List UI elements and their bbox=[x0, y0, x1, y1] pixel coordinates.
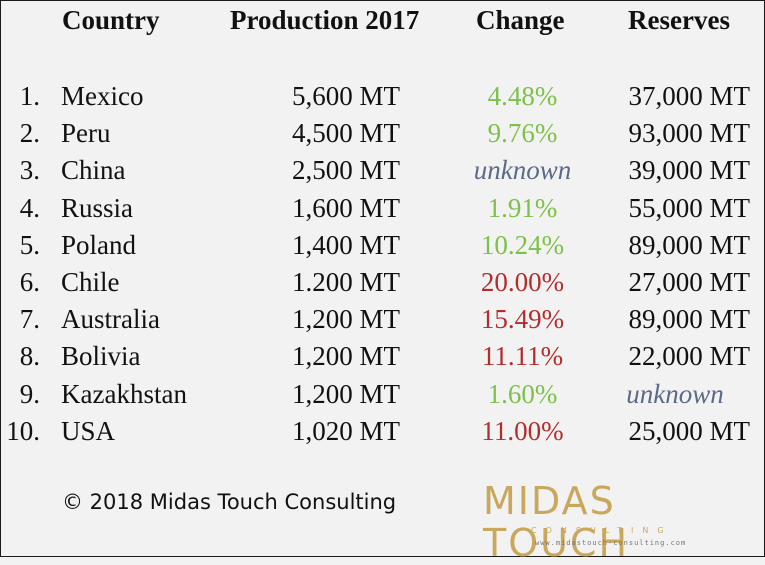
rank-cell: 1. bbox=[19, 81, 40, 111]
reserves-cell: 27,000 MT bbox=[628, 266, 751, 297]
change-cell: 4.48% bbox=[487, 81, 558, 111]
rank-cell: 7. bbox=[19, 304, 40, 335]
table-row: 1. Mexico 5,600 MT 4.48% 37,000 MT bbox=[0, 78, 765, 115]
country-cell: Kazakhstan bbox=[61, 378, 187, 409]
table-row: 3. China 2,500 MT unknown 39,000 MT bbox=[0, 152, 765, 189]
country-cell: Russia bbox=[61, 192, 134, 223]
reserves-cell: 39,000 MT bbox=[628, 155, 751, 186]
header-country: Country bbox=[62, 5, 160, 35]
rank-cell: 3. bbox=[19, 155, 40, 186]
rank-cell: 2. bbox=[19, 118, 40, 149]
reserves-cell: 89,000 MT bbox=[628, 304, 751, 335]
country-cell: Poland bbox=[61, 229, 137, 260]
table-row: 9. Kazakhstan 1,200 MT 1.60% unknown bbox=[0, 376, 765, 413]
table-row: 8. Bolivia 1,200 MT 11.11% 22,000 MT bbox=[0, 338, 765, 375]
country-cell: Australia bbox=[61, 304, 160, 335]
rank-cell: 10. bbox=[6, 415, 40, 446]
change-cell: 1.60% bbox=[487, 378, 558, 409]
rank-cell: 4. bbox=[19, 192, 40, 223]
reserves-cell: 37,000 MT bbox=[628, 81, 751, 111]
rank-cell: 6. bbox=[19, 266, 40, 297]
production-cell: 1,200 MT bbox=[292, 378, 400, 409]
country-cell: Peru bbox=[61, 118, 111, 149]
rank-cell: 8. bbox=[19, 341, 40, 372]
production-cell: 1,400 MT bbox=[292, 229, 400, 260]
reserves-cell: 93,000 MT bbox=[628, 118, 751, 149]
country-cell: USA bbox=[61, 415, 116, 446]
header-change: Change bbox=[476, 5, 565, 35]
production-cell: 5,600 MT bbox=[292, 81, 400, 111]
table-row: 10. USA 1,020 MT 11.00% 25,000 MT bbox=[0, 413, 765, 450]
production-cell: 1,200 MT bbox=[292, 304, 400, 335]
production-cell: 2,500 MT bbox=[292, 155, 400, 186]
rank-cell: 5. bbox=[19, 229, 40, 260]
change-cell: 11.00% bbox=[481, 415, 564, 446]
change-cell: 15.49% bbox=[480, 304, 565, 335]
change-cell: 11.11% bbox=[481, 341, 564, 372]
change-cell: 1.91% bbox=[487, 192, 558, 223]
change-cell: 20.00% bbox=[480, 266, 565, 297]
change-cell: unknown bbox=[473, 155, 572, 186]
country-cell: Bolivia bbox=[61, 341, 141, 372]
reserves-cell: 55,000 MT bbox=[628, 192, 751, 223]
change-cell: 9.76% bbox=[487, 118, 558, 149]
header-reserves: Reserves bbox=[628, 5, 730, 35]
reserves-cell: 22,000 MT bbox=[628, 341, 751, 372]
reserves-cell: unknown bbox=[626, 378, 724, 409]
country-cell: China bbox=[61, 155, 126, 186]
country-cell: Chile bbox=[61, 266, 120, 297]
production-cell: 1.200 MT bbox=[292, 266, 400, 297]
header-production: Production 2017 bbox=[230, 5, 420, 35]
table-row: 4. Russia 1,600 MT 1.91% 55,000 MT bbox=[0, 190, 765, 227]
production-cell: 1,020 MT bbox=[292, 415, 400, 446]
table-row: 2. Peru 4,500 MT 9.76% 93,000 MT bbox=[0, 115, 765, 152]
production-cell: 1,600 MT bbox=[292, 192, 400, 223]
table-row: 6. Chile 1.200 MT 20.00% 27,000 MT bbox=[0, 264, 765, 301]
reserves-cell: 25,000 MT bbox=[628, 415, 751, 446]
table-row: 5. Poland 1,400 MT 10.24% 89,000 MT bbox=[0, 227, 765, 264]
production-cell: 4,500 MT bbox=[292, 118, 400, 149]
copyright-text: © 2018 Midas Touch Consulting bbox=[62, 490, 397, 514]
logo-subtitle: CONSULTING bbox=[531, 526, 673, 535]
logo-url: www.midastouch-consulting.com bbox=[535, 539, 687, 547]
midas-touch-logo: MIDAS TOUCH CONSULTING www.midastouch-co… bbox=[483, 480, 758, 564]
table-row: 7. Australia 1,200 MT 15.49% 89,000 MT bbox=[0, 301, 765, 338]
table-body: 1. Mexico 5,600 MT 4.48% 37,000 MT 2. Pe… bbox=[0, 78, 765, 450]
country-cell: Mexico bbox=[61, 81, 144, 111]
logo-wordmark: MIDAS TOUCH bbox=[483, 479, 630, 565]
change-cell: 10.24% bbox=[480, 229, 565, 260]
production-cell: 1,200 MT bbox=[292, 341, 400, 372]
reserves-cell: 89,000 MT bbox=[628, 229, 751, 260]
rank-cell: 9. bbox=[19, 378, 40, 409]
